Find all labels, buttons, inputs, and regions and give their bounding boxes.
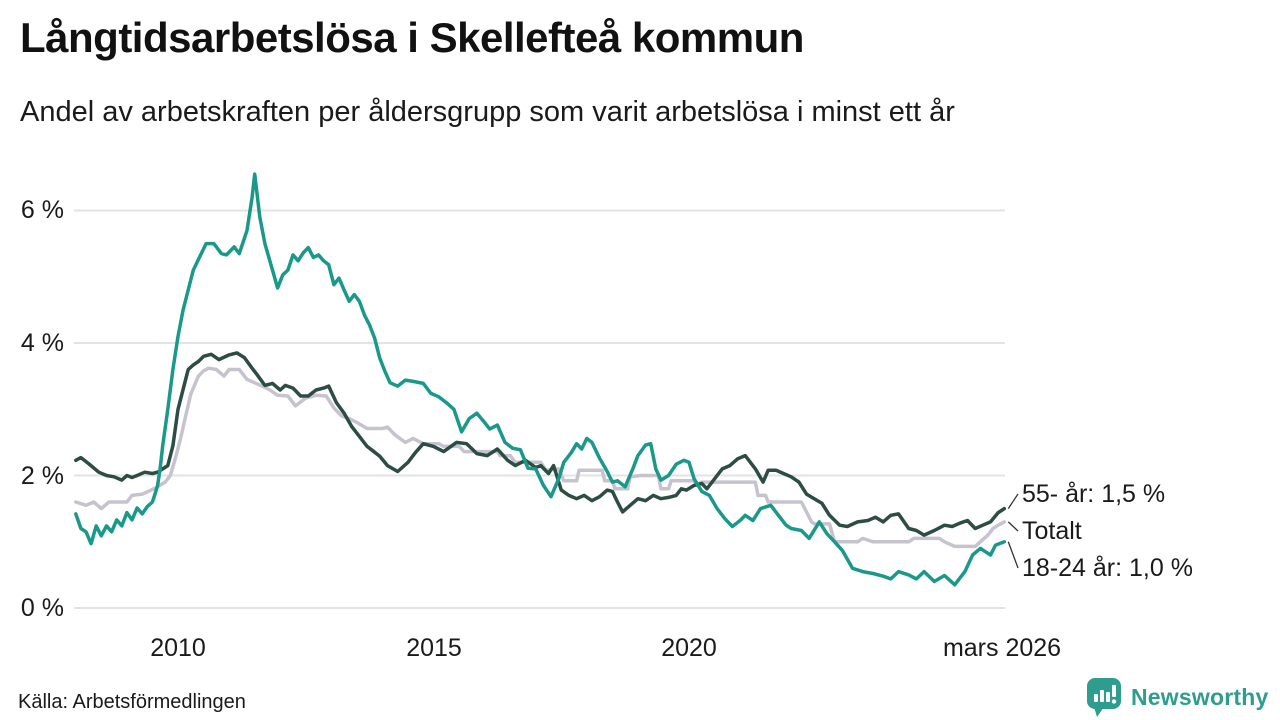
- x-axis-tick-2010: 2010: [150, 634, 206, 662]
- brand-name: Newsworthy: [1131, 683, 1269, 710]
- annotation-connector-2: [1007, 521, 1019, 532]
- annotation-connector-3: [1007, 541, 1019, 569]
- y-axis-tick-6: 6 %: [20, 196, 64, 224]
- series-line-55-år: [74, 351, 1007, 537]
- end-label-totalt: Totalt: [1022, 517, 1082, 545]
- y-axis-tick-0: 0 %: [20, 594, 64, 622]
- newsworthy-logo-icon: [1087, 678, 1121, 717]
- y-axis-tick-4: 4 %: [20, 329, 64, 357]
- source-note: Källa: Arbetsförmedlingen: [18, 691, 246, 713]
- chart-subtitle: Andel av arbetskraften per åldersgrupp s…: [20, 96, 955, 128]
- x-axis-tick-mars-2026: mars 2026: [942, 634, 1062, 662]
- x-axis-tick-2015: 2015: [406, 634, 462, 662]
- brand-lockup: Newsworthy: [1085, 676, 1268, 718]
- y-axis-tick-2: 2 %: [20, 462, 64, 490]
- x-axis-tick-2020: 2020: [661, 634, 717, 662]
- end-label-55-ar: 55- år: 1,5 %: [1022, 480, 1166, 508]
- end-label-18-24-ar: 18-24 år: 1,0 %: [1022, 554, 1193, 582]
- page-title: Långtidsarbetslösa i Skellefteå kommun: [20, 14, 804, 61]
- annotation-connector-1: [1007, 493, 1019, 509]
- series-line-18-24år: [74, 172, 1007, 587]
